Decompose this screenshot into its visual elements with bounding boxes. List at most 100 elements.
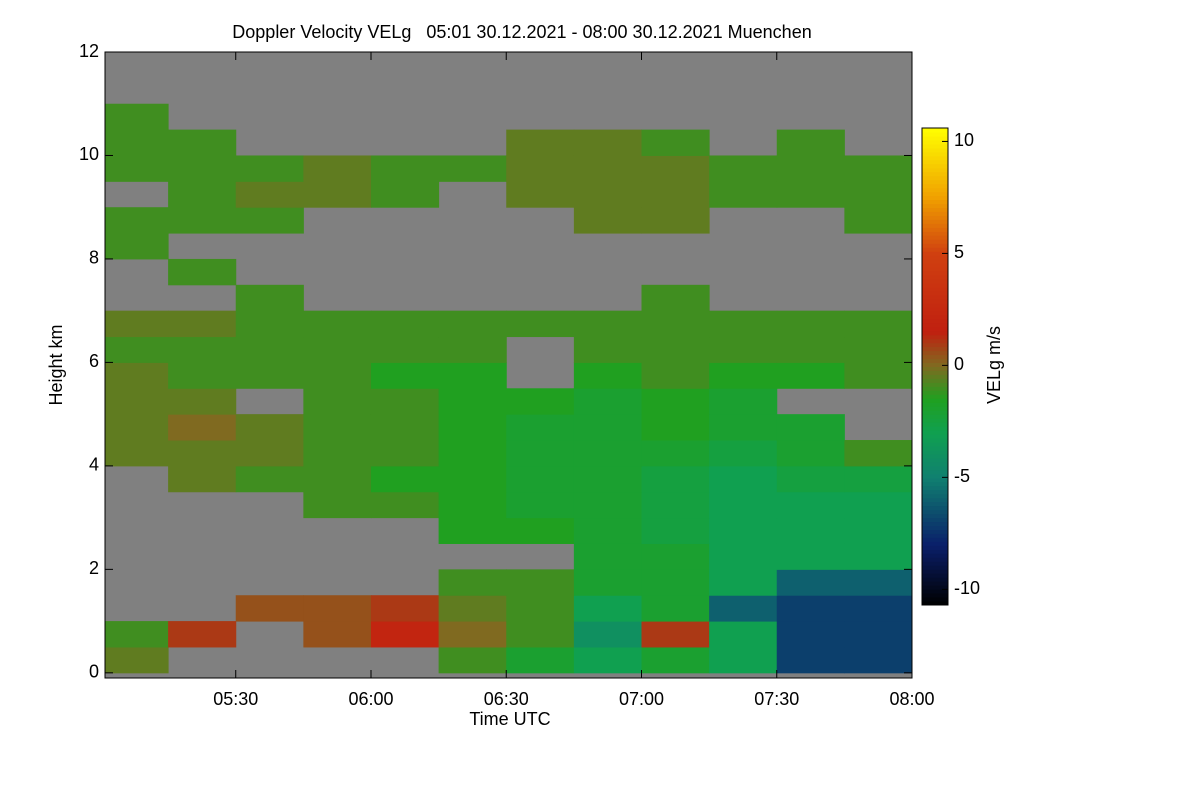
colorbar-strip xyxy=(922,151,948,157)
colorbar-strip xyxy=(922,263,948,268)
heatmap-cell xyxy=(168,310,237,338)
heatmap-cell xyxy=(235,310,304,338)
plot-frame xyxy=(104,51,913,679)
colorbar-strip xyxy=(922,283,948,288)
heatmap-cell xyxy=(641,310,710,338)
heatmap-cell xyxy=(235,465,304,493)
colorbar-strip xyxy=(922,322,948,328)
heatmap-cell xyxy=(506,388,575,415)
heatmap-cell xyxy=(776,621,845,648)
heatmap-cell xyxy=(844,362,913,389)
heatmap-cell xyxy=(641,569,710,596)
heatmap-cell xyxy=(235,155,304,182)
heatmap-cell xyxy=(303,440,372,467)
heatmap-cell xyxy=(776,517,845,544)
heatmap-cell xyxy=(506,440,575,467)
colorbar-strip xyxy=(922,279,948,284)
colorbar-strip xyxy=(922,581,948,586)
heatmap-cell xyxy=(506,181,575,208)
colorbar-strip xyxy=(922,290,948,296)
colorbar-strip xyxy=(922,529,948,534)
heatmap-cell xyxy=(641,181,710,208)
colorbar-tick-label: -5 xyxy=(954,466,970,486)
heatmap-cell xyxy=(105,103,169,131)
colorbar-strip xyxy=(922,354,948,360)
heatmap-cell xyxy=(709,336,778,363)
heatmap-cell xyxy=(709,155,778,182)
colorbar-strip xyxy=(922,453,948,459)
colorbar-label: VELg m/s xyxy=(984,326,1004,404)
heatmap-cell xyxy=(641,336,710,363)
heatmap-cell xyxy=(709,362,778,389)
heatmap-cell xyxy=(105,207,169,234)
colorbar-strip xyxy=(922,318,948,324)
colorbar-strip xyxy=(922,306,948,312)
heatmap-cell xyxy=(641,388,710,415)
heatmap-cell xyxy=(168,207,237,234)
colorbar-strip xyxy=(922,485,948,491)
heatmap-cell xyxy=(438,414,507,441)
colorbar-strip xyxy=(922,545,948,550)
colorbar-strip xyxy=(922,338,948,344)
colorbar-strip xyxy=(922,509,948,515)
colorbar-strip xyxy=(922,601,948,606)
heatmap-cell xyxy=(709,440,778,467)
colorbar-strip xyxy=(922,298,948,304)
heatmap-cell xyxy=(235,440,304,467)
colorbar-strip xyxy=(922,390,948,395)
heatmap-cell xyxy=(844,517,913,544)
heatmap-cell xyxy=(235,336,304,363)
colorbar-strip xyxy=(922,418,948,423)
heatmap-cell xyxy=(438,336,507,363)
colorbar-strip xyxy=(922,366,948,371)
heatmap-cell xyxy=(776,414,845,441)
colorbar-frame xyxy=(921,127,949,606)
x-tick-label: 06:00 xyxy=(348,689,393,709)
heatmap-cell xyxy=(235,595,304,622)
colorbar-strip xyxy=(922,473,948,479)
heatmap-cell xyxy=(168,258,237,286)
chart-title: Doppler Velocity VELg 05:01 30.12.2021 -… xyxy=(232,22,811,42)
colorbar-strip xyxy=(922,163,948,169)
heatmap-cell xyxy=(844,207,913,234)
heatmap-cell xyxy=(506,155,575,182)
heatmap-cell xyxy=(844,310,913,338)
heatmap-cell xyxy=(776,155,845,182)
colorbar-strip xyxy=(922,537,948,542)
heatmap-cell xyxy=(105,155,169,182)
heatmap-cell xyxy=(844,465,913,493)
heatmap-cell xyxy=(709,621,778,648)
colorbar-strip xyxy=(922,135,948,141)
colorbar-strip xyxy=(922,275,948,280)
heatmap-cell xyxy=(506,621,575,648)
colorbar-tick-label: 5 xyxy=(954,242,964,262)
heatmap-cell xyxy=(641,517,710,544)
x-tick-label: 08:00 xyxy=(889,689,934,709)
heatmap-cell xyxy=(168,621,237,648)
heatmap-cell xyxy=(438,440,507,467)
colorbar-strip xyxy=(922,251,948,256)
colorbar-strip xyxy=(922,191,948,197)
colorbar-strip xyxy=(922,597,948,602)
heatmap-cell xyxy=(573,388,642,415)
heatmap-cell xyxy=(709,388,778,415)
colorbar-strip xyxy=(922,565,948,570)
heatmap-cell xyxy=(573,207,642,234)
colorbar-strip xyxy=(922,374,948,379)
heatmap-cell xyxy=(844,155,913,182)
heatmap-cell xyxy=(235,207,304,234)
heatmap-cell xyxy=(776,543,845,570)
colorbar-strip xyxy=(922,517,948,523)
heatmap-cell xyxy=(303,595,372,622)
colorbar-strip xyxy=(922,350,948,356)
colorbar-strip xyxy=(922,330,948,336)
heatmap-cell xyxy=(303,621,372,648)
heatmap-cell xyxy=(506,569,575,596)
heatmap-cell xyxy=(641,129,710,156)
colorbar-strip xyxy=(922,131,948,137)
heatmap-cell xyxy=(573,543,642,570)
colorbar-strip xyxy=(922,386,948,391)
heatmap-cell xyxy=(844,595,913,622)
heatmap-cell xyxy=(105,440,169,467)
heatmap-cell xyxy=(776,181,845,208)
